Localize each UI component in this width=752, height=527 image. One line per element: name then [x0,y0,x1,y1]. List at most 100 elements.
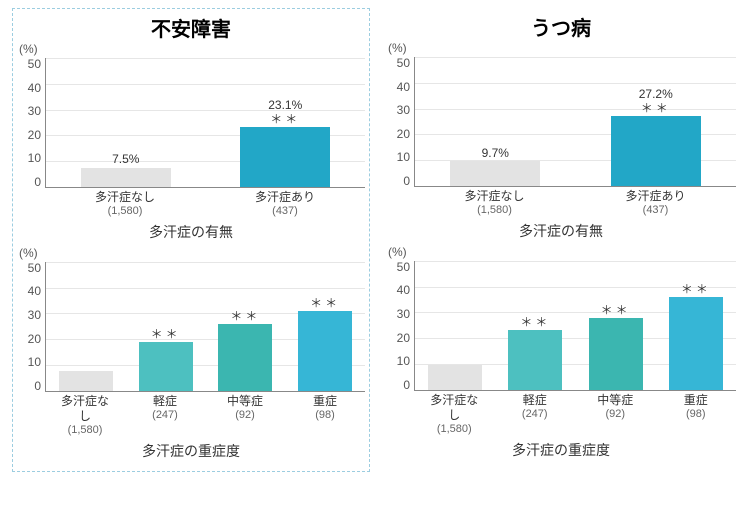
plot-area: 7.5% 23.1%＊＊ [45,58,365,188]
significance-marker: ＊＊ [601,304,631,316]
bars-container: 7.5% 23.1%＊＊ [46,58,365,187]
x-category: 軽症(247) [138,394,192,438]
bar [59,371,113,390]
y-tick: 40 [28,285,41,297]
x-category-n: (437) [611,204,701,218]
y-tick: 10 [28,356,41,368]
y-axis: 50403020100 [386,261,414,391]
bar [589,318,643,390]
chart: (%)50403020100＊＊＊＊＊＊多汗症なし(1,580)軽症(247)中… [386,247,736,460]
bars-container: ＊＊ ＊＊ ＊＊ [415,261,736,390]
significance-marker: ＊＊ [681,283,711,295]
bar [218,324,272,391]
x-category: 多汗症なし(1,580) [450,189,540,218]
x-axis-categories: 多汗症なし(1,580) 軽症(247) 中等症(92) 重症(98) [45,394,365,438]
x-category-n: (437) [240,205,330,219]
x-category-label: 多汗症なし [450,189,540,204]
y-axis: 50403020100 [17,58,45,188]
y-tick: 0 [34,176,41,188]
y-axis-unit: (%) [388,41,407,55]
x-category: 重症(98) [298,394,352,438]
y-tick: 10 [28,152,41,164]
y-tick: 10 [397,151,410,163]
y-tick: 0 [403,175,410,187]
x-category-label: 多汗症なし [427,393,481,423]
column-title: 不安障害 [17,13,365,42]
bar-slot: 23.1%＊＊ [240,58,330,187]
y-tick: 50 [397,261,410,273]
bar-slot: 9.7% [450,57,540,186]
chart: (%)50403020100＊＊＊＊＊＊多汗症なし(1,580)軽症(247)中… [17,248,365,461]
plot-area: ＊＊ ＊＊ ＊＊ [414,261,736,391]
x-category: 多汗症なし(1,580) [58,394,112,438]
x-category: 軽症(247) [508,393,562,437]
y-tick: 40 [397,81,410,93]
bar-value-label: 7.5% [112,153,139,166]
bar [450,161,540,186]
x-category-n: (92) [588,408,642,422]
significance-marker: ＊＊ [270,113,300,125]
y-axis-unit: (%) [19,246,38,260]
x-category: 中等症(92) [588,393,642,437]
y-axis: 50403020100 [17,262,45,392]
bar-slot: 7.5% [81,58,171,187]
y-tick: 40 [28,82,41,94]
bar-slot [428,261,482,390]
x-axis-title: 多汗症の重症度 [386,440,736,460]
y-axis-unit: (%) [19,42,38,56]
bar-slot: ＊＊ [298,262,352,391]
y-tick: 20 [28,333,41,345]
bar-value-label: 27.2% [639,88,673,101]
chart-column: うつ病(%)504030201009.7%27.2%＊＊多汗症なし(1,580)… [382,8,740,472]
y-tick: 0 [34,380,41,392]
x-axis-title: 多汗症の有無 [386,221,736,241]
x-category-label: 軽症 [138,394,192,409]
bar-slot: ＊＊ [218,262,272,391]
y-axis-unit: (%) [388,245,407,259]
x-category-label: 多汗症なし [80,190,170,205]
bar-slot: ＊＊ [139,262,193,391]
x-category-label: 多汗症あり [240,190,330,205]
bar-slot [59,262,113,391]
y-tick: 20 [28,129,41,141]
bar [139,342,193,391]
y-tick: 20 [397,332,410,344]
x-category-label: 中等症 [218,394,272,409]
chart: (%)504030201007.5%23.1%＊＊多汗症なし(1,580)多汗症… [17,44,365,242]
y-tick: 10 [397,355,410,367]
bar [611,116,701,186]
x-category-n: (1,580) [80,205,170,219]
y-tick: 20 [397,128,410,140]
y-tick: 0 [403,379,410,391]
x-category-n: (247) [138,409,192,423]
significance-marker: ＊＊ [641,102,671,114]
bar-slot: ＊＊ [589,261,643,390]
x-category: 重症(98) [669,393,723,437]
significance-marker: ＊＊ [151,328,181,340]
y-tick: 50 [397,57,410,69]
x-category-label: 多汗症あり [611,189,701,204]
x-category-n: (98) [669,408,723,422]
bar-slot: ＊＊ [508,261,562,390]
x-category-n: (98) [298,409,352,423]
bar-slot: ＊＊ [669,261,723,390]
x-category: 多汗症あり(437) [240,190,330,219]
x-category-label: 重症 [298,394,352,409]
y-tick: 30 [28,309,41,321]
x-category-n: (1,580) [450,204,540,218]
x-axis-categories: 多汗症なし(1,580) 多汗症あり(437) [414,189,736,218]
bar [240,127,330,187]
x-axis-title: 多汗症の重症度 [17,441,365,461]
x-category-label: 多汗症なし [58,394,112,424]
y-tick: 30 [28,105,41,117]
significance-marker: ＊＊ [310,297,340,309]
x-category-n: (247) [508,408,562,422]
bar [81,168,171,187]
x-category-label: 重症 [669,393,723,408]
x-category: 多汗症なし(1,580) [80,190,170,219]
x-category-label: 軽症 [508,393,562,408]
x-axis-categories: 多汗症なし(1,580)軽症(247)中等症(92)重症(98) [414,393,736,437]
x-category: 中等症(92) [218,394,272,438]
bar-slot: 27.2%＊＊ [611,57,701,186]
bar [508,330,562,389]
